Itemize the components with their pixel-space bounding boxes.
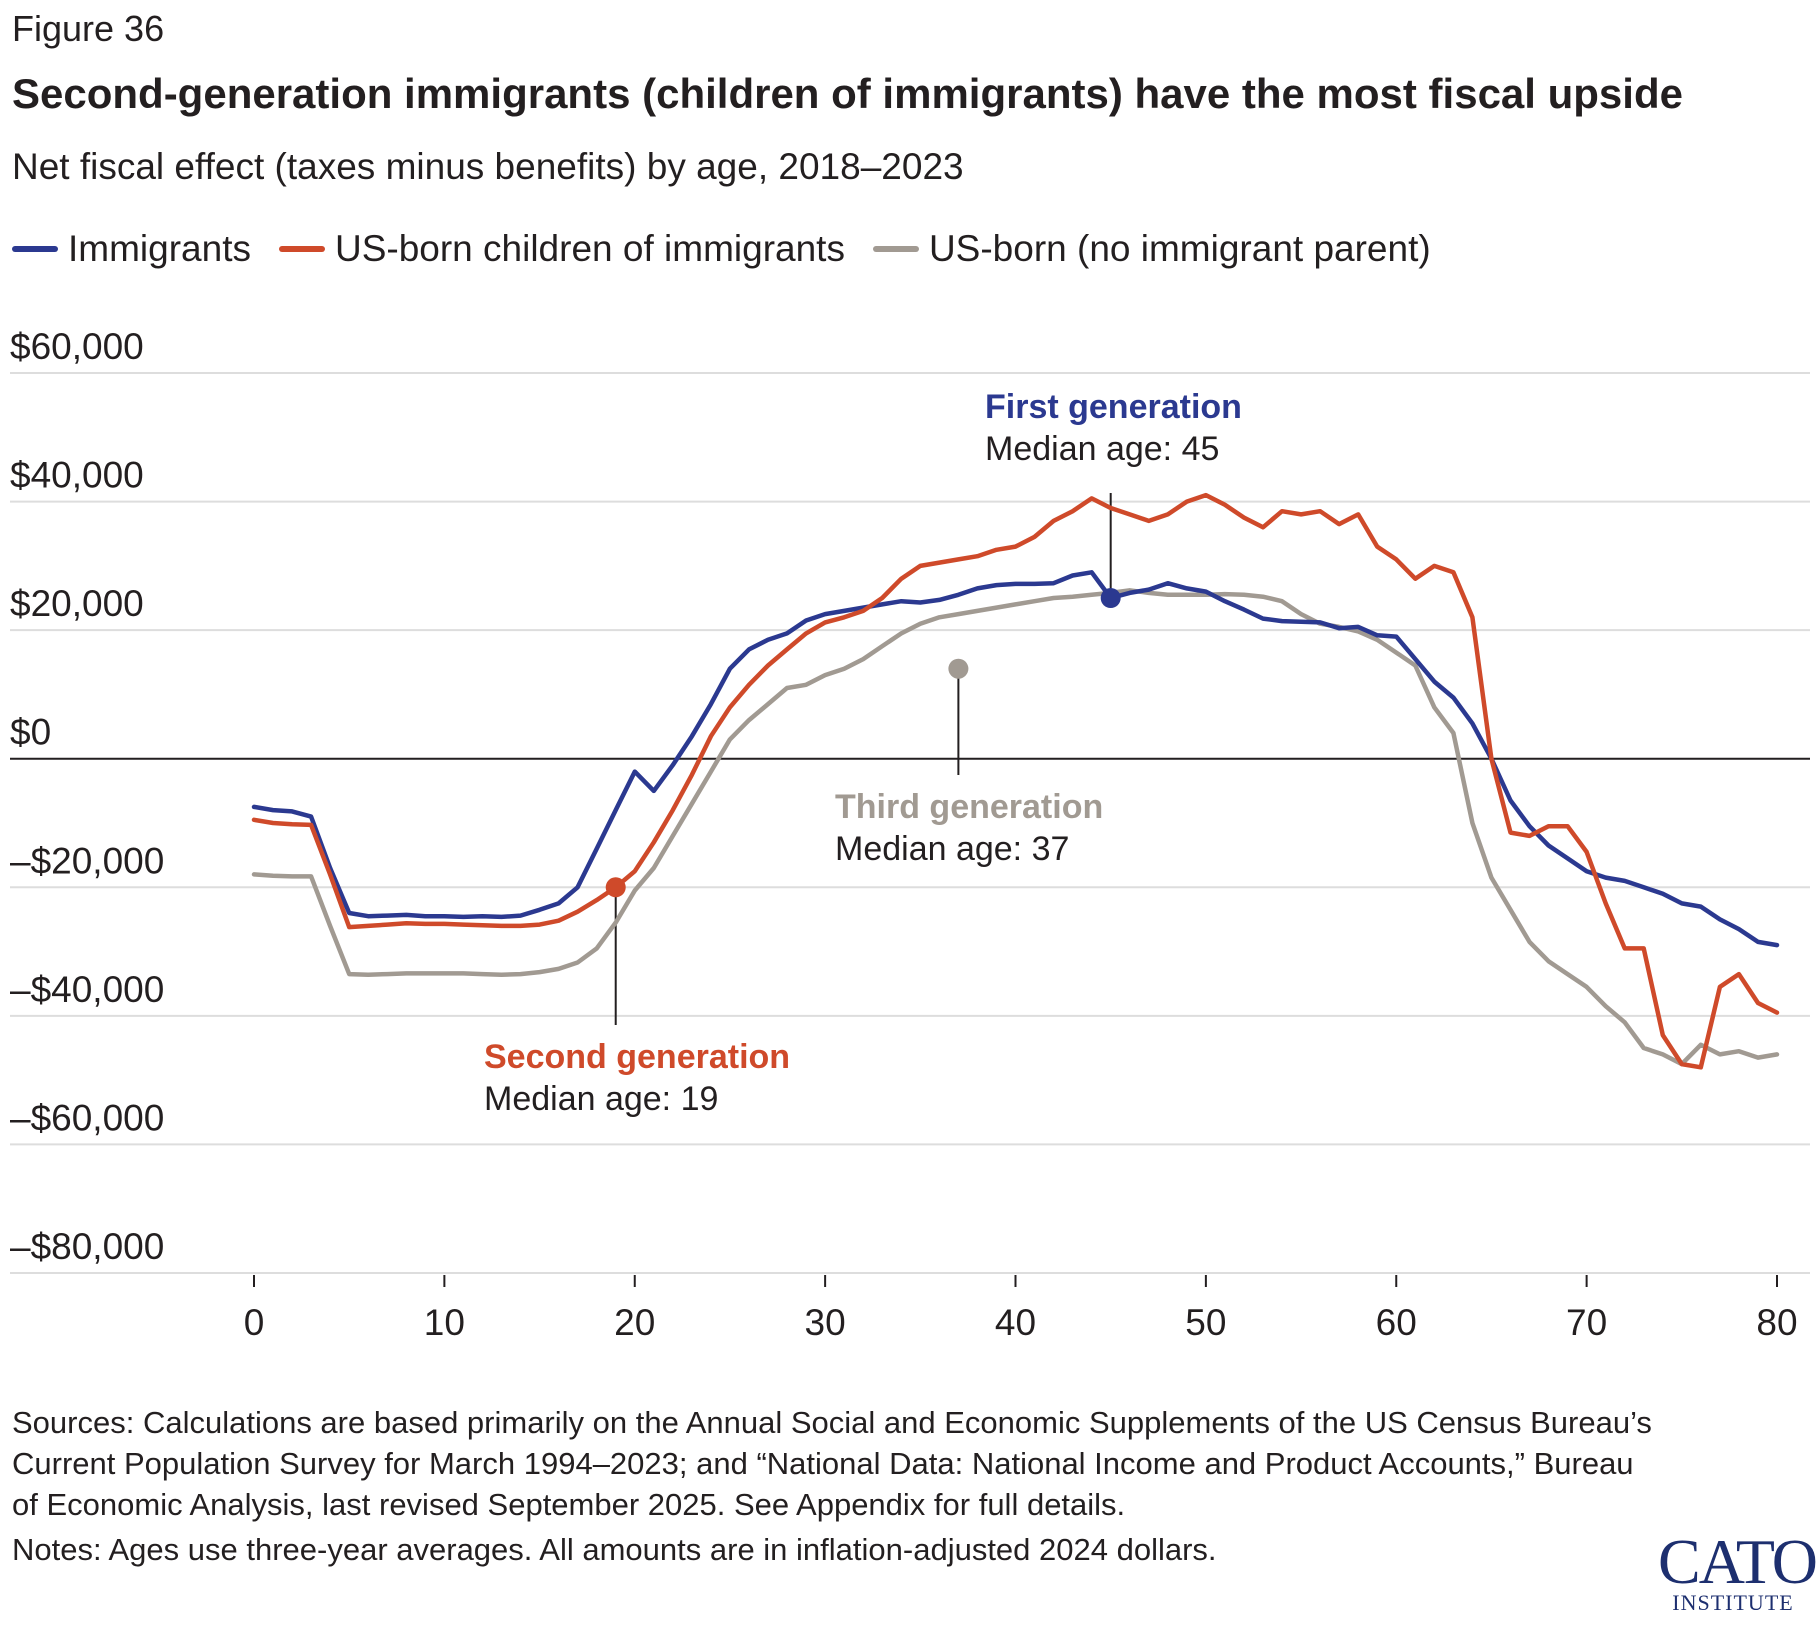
x-tick-label: 70 [1566,1302,1607,1343]
figure-label: Figure 36 [12,8,165,49]
series-line-immigrants [251,570,1780,948]
cato-institute-logo: CATO INSTITUTE [1658,1526,1818,1615]
x-axis: 0 10 20 30 40 50 60 70 80 [244,1275,1798,1343]
legend: Immigrants US-born children of immigrant… [12,228,1459,270]
annotation-heading-children: Second generation [484,1038,790,1076]
legend-item-usborn: US-born (no immigrant parent) [872,228,1431,270]
y-tick-label: –$80,000 [10,1226,164,1267]
logo-wordmark: CATO [1658,1526,1818,1597]
series-line-children [251,492,1780,1070]
notes-text: Notes: Ages use three-year averages. All… [12,1532,1217,1567]
y-tick-label: $40,000 [10,455,144,496]
logo-subtitle: INSTITUTE [1672,1590,1794,1615]
footnotes: Sources: Calculations are based primaril… [12,1402,1652,1570]
x-tick-label: 0 [244,1302,265,1343]
annotation-detail-immigrants: Median age: 45 [985,430,1219,468]
annotation-leaders [614,493,1112,1025]
x-tick-label: 20 [614,1302,655,1343]
annotation-detail-usborn: Median age: 37 [835,830,1069,868]
line-chart: $60,000 $40,000 $20,000 $0 –$20,000 –$40,000 –… [10,326,1810,1343]
annotations: First generation Median age: 45 Third gene… [484,388,1242,1118]
y-tick-label: $20,000 [10,583,144,624]
y-tick-label: –$40,000 [10,969,164,1010]
y-tick-label: –$20,000 [10,840,164,881]
annotation-heading-usborn: Third generation [835,788,1103,826]
chart-subtitle: Net fiscal effect (taxes minus benefits)… [12,146,964,187]
x-tick-label: 60 [1376,1302,1417,1343]
series-line-usborn [251,588,1780,1067]
series-lines [251,492,1780,1070]
highlight-point-usborn [948,658,969,679]
y-tick-label: –$60,000 [10,1097,164,1138]
legend-swatch-children [278,246,325,252]
x-tick-label: 10 [424,1302,465,1343]
chart-title: Second-generation immigrants (children o… [12,70,1683,117]
y-tick-label: $60,000 [10,326,144,367]
legend-swatch-immigrants [12,246,58,252]
highlight-point-immigrants [1100,588,1121,608]
legend-label-children: US-born children of immigrants [334,228,845,269]
legend-item-immigrants: Immigrants [12,228,251,270]
legend-label-usborn: US-born (no immigrant parent) [928,228,1431,269]
legend-item-children: US-born children of immigrants [278,228,845,270]
x-tick-label: 50 [1185,1302,1226,1343]
highlight-points [605,588,1121,898]
x-tick-label: 40 [995,1302,1036,1343]
x-tick-label: 30 [805,1302,846,1343]
y-axis-tick-labels: $60,000 $40,000 $20,000 $0 –$20,000 –$40,000 –… [10,326,164,1267]
annotation-detail-children: Median age: 19 [484,1080,718,1118]
annotation-heading-immigrants: First generation [985,388,1242,426]
legend-swatch-usborn [872,246,919,252]
x-tick-label: 80 [1756,1302,1797,1343]
highlight-point-children [605,877,626,898]
legend-label-immigrants: Immigrants [68,228,251,269]
sources-text: Sources: Calculations are based primaril… [12,1405,1652,1522]
y-tick-label: $0 [10,712,51,753]
